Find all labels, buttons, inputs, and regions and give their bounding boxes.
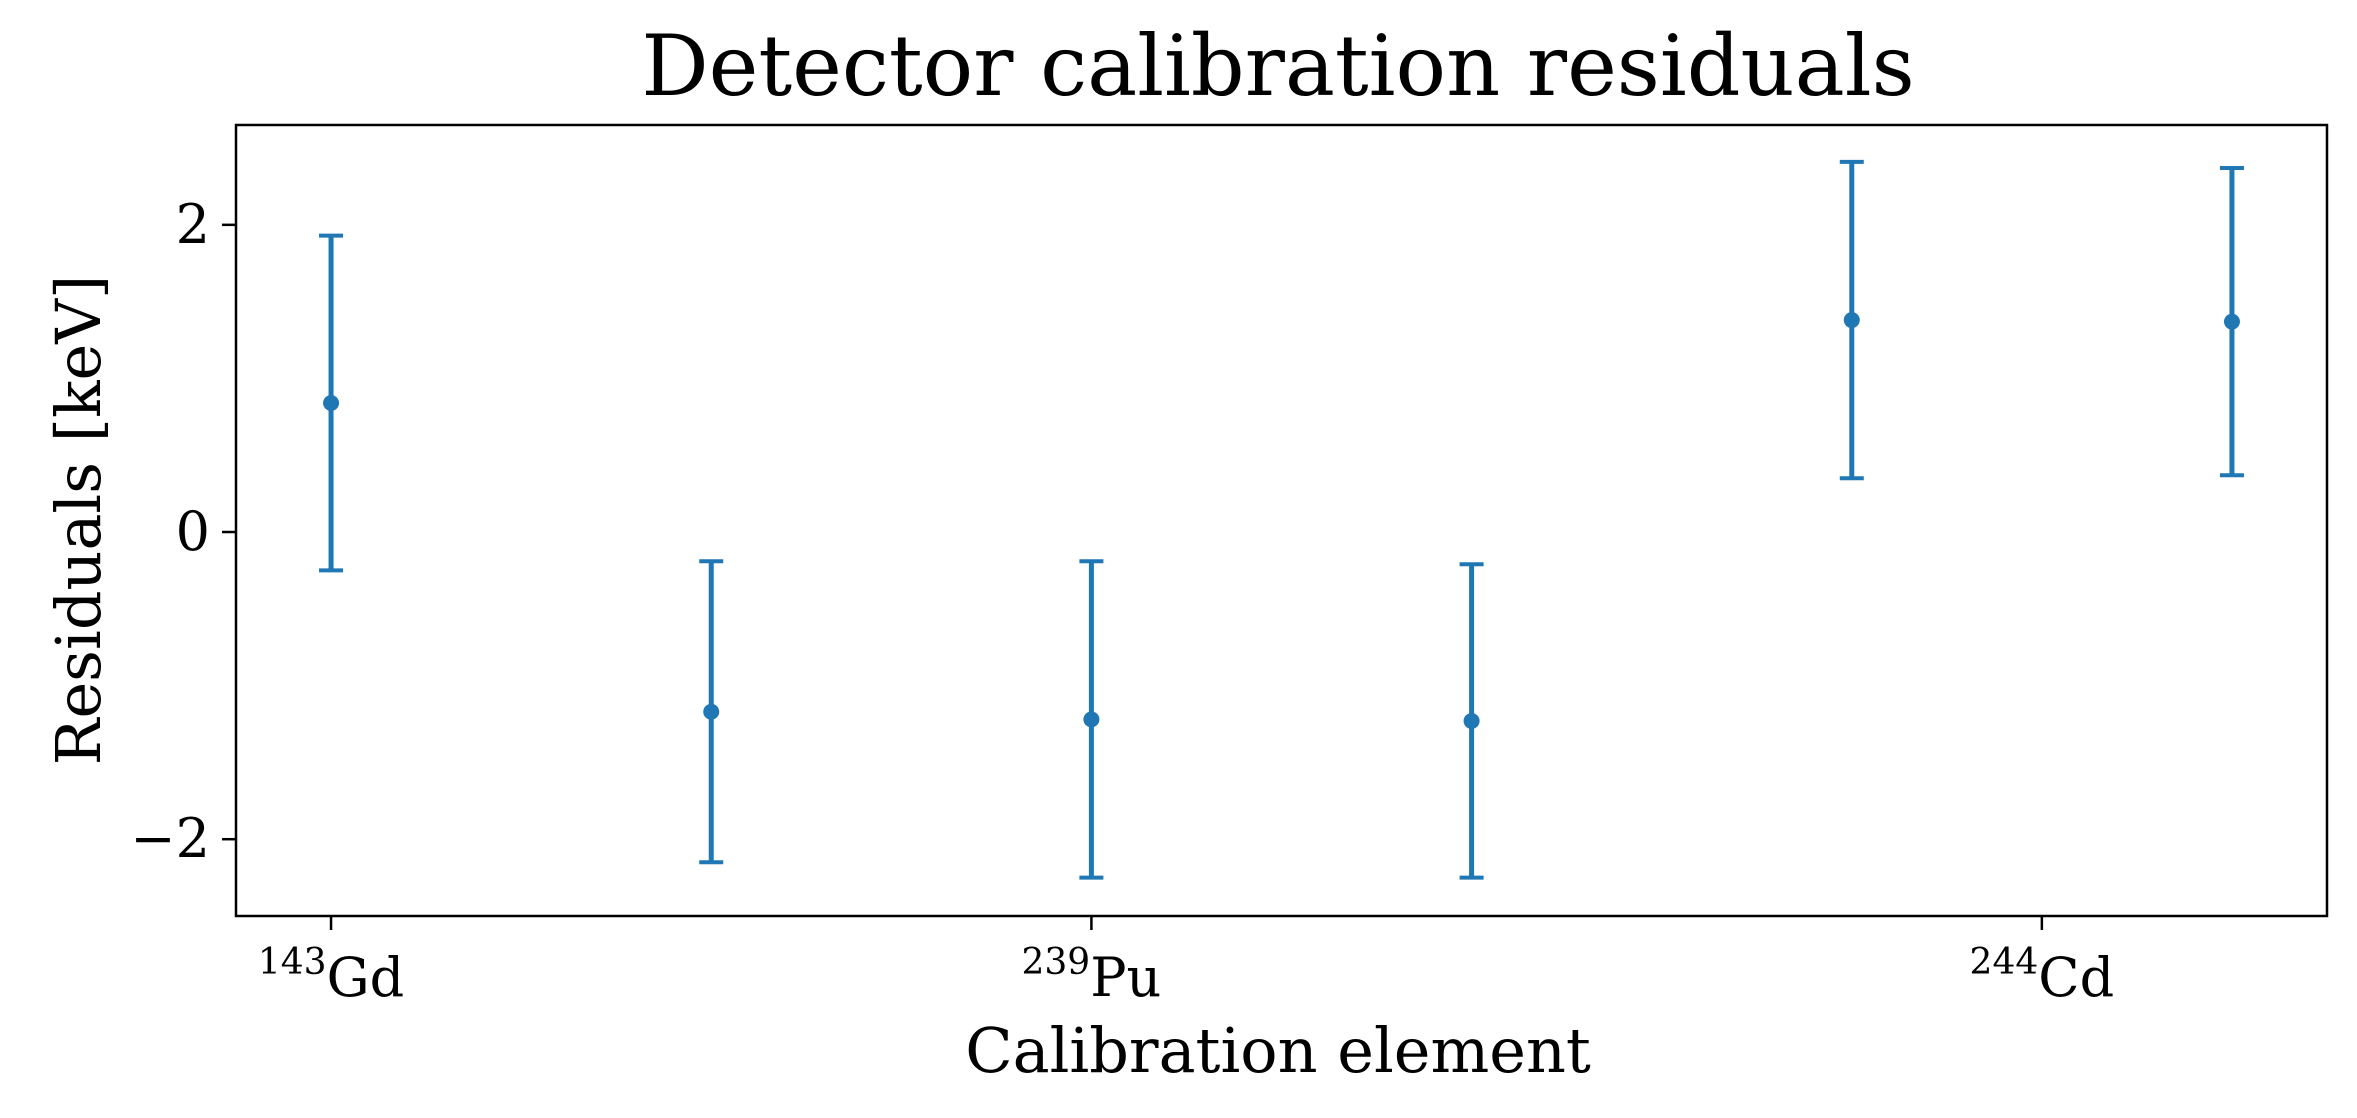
data-point-4 <box>1843 312 1860 329</box>
x-tick-element-symbol: Gd <box>327 946 405 1009</box>
y-axis-label: Residuals [keV] <box>42 275 115 765</box>
y-tick-label-2: 2 <box>176 193 210 256</box>
plot-area <box>319 159 2244 880</box>
x-tick-label-2: 244Cd <box>1970 942 2115 1009</box>
data-point-0 <box>323 395 340 412</box>
x-tick-label-1: 239Pu <box>1021 942 1161 1009</box>
data-point-2 <box>1083 711 1100 728</box>
x-tick-mass-number: 244 <box>1970 942 2039 983</box>
plot-frame <box>234 123 2329 918</box>
x-axis-label: Calibration element <box>965 1014 1591 1087</box>
chart-title: Detector calibration residuals <box>641 17 1914 115</box>
data-point-3 <box>1463 712 1480 729</box>
data-point-1 <box>703 703 720 720</box>
x-tick-element-symbol: Pu <box>1090 946 1161 1009</box>
x-tick-mass-number: 143 <box>258 942 327 983</box>
x-tick-mass-number: 239 <box>1021 942 1090 983</box>
y-tick-label-1: 0 <box>176 500 210 563</box>
y-tick-label-0: −2 <box>130 807 210 870</box>
x-tick-label-0: 143Gd <box>258 942 404 1009</box>
data-point-5 <box>2223 313 2240 330</box>
x-tick-element-symbol: Cd <box>2038 946 2114 1009</box>
